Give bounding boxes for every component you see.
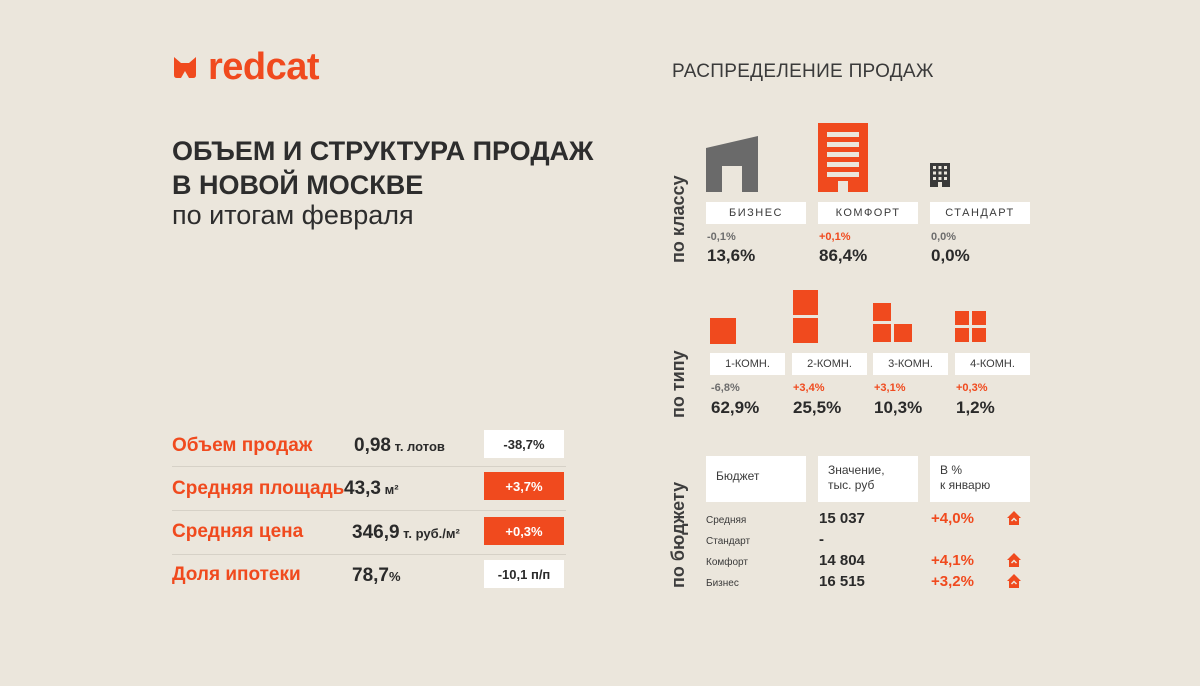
budget-row-label: Комфорт xyxy=(706,557,748,568)
by-type-label: по типу xyxy=(668,350,688,418)
title-line-1: ОБЪЕМ И СТРУКТУРА ПРОДАЖ xyxy=(172,136,594,166)
stat-value: 78,7% xyxy=(352,565,401,586)
budget-row-label: Бизнес xyxy=(706,578,739,589)
stat-row: Доля ипотеки 78,7% -10,1 п/п xyxy=(172,555,566,599)
brand-logo: redcat xyxy=(172,46,320,88)
house-up-icon xyxy=(1007,553,1021,567)
type-box-4: 4-КОМН. xyxy=(955,353,1030,375)
class-share: 86,4% xyxy=(819,246,868,265)
stat-value: 346,9 т. руб./м² xyxy=(352,522,460,543)
budget-header-change: В % к январю xyxy=(930,456,1030,502)
stat-row: Объем продаж 0,98 т. лотов -38,7% xyxy=(172,423,566,467)
type-delta: -6,8% xyxy=(711,382,740,394)
budget-row-value: 15 037 xyxy=(819,510,865,527)
type-share: 25,5% xyxy=(793,398,842,417)
comfort-building-icon xyxy=(818,123,868,192)
house-up-icon xyxy=(1007,511,1021,525)
budget-header-value: Значение, тыс. руб xyxy=(818,456,918,502)
page-subtitle: по итогам февраля xyxy=(172,200,414,230)
standard-building-icon xyxy=(930,163,950,187)
class-box-business: БИЗНЕС xyxy=(706,202,806,224)
stat-value: 0,98 т. лотов xyxy=(354,435,445,456)
budget-row-change: +4,1% xyxy=(931,552,974,569)
class-box-standard: СТАНДАРТ xyxy=(930,202,1030,224)
class-box-comfort: КОМФОРТ xyxy=(818,202,918,224)
type-share: 62,9% xyxy=(711,398,760,417)
type-box-1: 1-КОМН. xyxy=(710,353,785,375)
stat-row: Средняя цена 346,9 т. руб./м² +0,3% xyxy=(172,511,566,555)
by-budget-label: по бюджету xyxy=(668,481,688,588)
type-delta: +3,1% xyxy=(874,382,906,394)
type-delta: +0,3% xyxy=(956,382,988,394)
stat-label: Объем продаж xyxy=(172,435,313,456)
by-class-label: по классу xyxy=(668,175,688,263)
house-up-icon xyxy=(1007,574,1021,588)
class-share: 13,6% xyxy=(707,246,756,265)
class-delta: +0,1% xyxy=(819,231,851,243)
business-building-icon xyxy=(706,136,758,192)
budget-row-value: 16 515 xyxy=(819,573,865,590)
brand-name: redcat xyxy=(208,46,320,88)
stat-label: Средняя цена xyxy=(172,521,304,542)
distribution-title: РАСПРЕДЕЛЕНИЕ ПРОДАЖ xyxy=(672,61,934,82)
budget-row-label: Средняя xyxy=(706,515,747,526)
budget-row-change: +4,0% xyxy=(931,510,974,527)
type-share: 10,3% xyxy=(874,398,923,417)
stat-change-badge: +0,3% xyxy=(484,517,564,545)
type-share: 1,2% xyxy=(956,398,995,417)
title-line-2: В НОВОЙ МОСКВЕ xyxy=(172,170,424,200)
type-delta: +3,4% xyxy=(793,382,825,394)
class-delta: -0,1% xyxy=(707,231,736,243)
budget-row-value: - xyxy=(819,531,824,548)
stat-row: Средняя площадь 43,3 м² +3,7% xyxy=(172,467,566,511)
cat-head-icon xyxy=(174,57,196,78)
stat-change-badge: -38,7% xyxy=(484,430,564,458)
stat-label: Доля ипотеки xyxy=(172,564,301,585)
stat-value: 43,3 м² xyxy=(344,478,399,499)
type-box-3: 3-КОМН. xyxy=(873,353,948,375)
budget-row-label: Стандарт xyxy=(706,536,751,547)
stat-change-badge: +3,7% xyxy=(484,472,564,500)
budget-row-change: +3,2% xyxy=(931,573,974,590)
class-delta: 0,0% xyxy=(931,231,957,243)
class-share: 0,0% xyxy=(931,246,970,265)
budget-header-name: Бюджет xyxy=(706,456,806,502)
type-box-2: 2-КОМН. xyxy=(792,353,867,375)
stat-change-badge: -10,1 п/п xyxy=(484,560,564,588)
budget-row-value: 14 804 xyxy=(819,552,865,569)
stat-label: Средняя площадь xyxy=(172,478,345,499)
page-title: ОБЪЕМ И СТРУКТУРА ПРОДАЖ В НОВОЙ МОСКВЕ xyxy=(172,134,593,202)
